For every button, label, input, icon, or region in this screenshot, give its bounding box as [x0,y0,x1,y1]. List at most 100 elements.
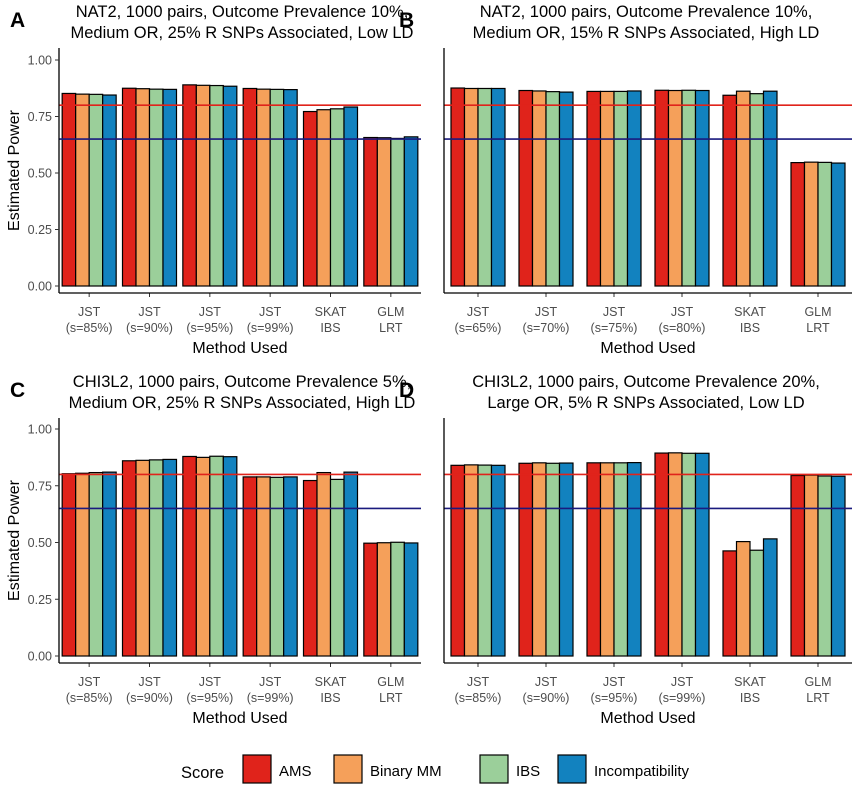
bar [316,471,332,657]
x-tick-label: (s=90%) [126,321,173,335]
bar [195,84,211,287]
bar [558,91,574,287]
bar [613,90,629,287]
y-tick-label: 0.25 [28,223,52,237]
bar [790,162,806,287]
bar [363,542,378,657]
x-tick-label: JST [671,305,694,319]
bar [403,542,419,657]
bar [135,88,151,287]
panel-title-line: Medium OR, 25% R SNPs Associated, Low LD [71,24,414,42]
bar [450,464,466,657]
panel-letter: D [399,379,414,402]
bar [830,475,846,657]
bar [376,542,392,657]
bar [283,89,298,287]
y-tick-label: 0.75 [28,110,52,124]
bar [654,452,670,657]
panel-title-line: CHI3L2, 1000 pairs, Outcome Prevalence 2… [472,373,820,391]
bar [830,162,846,287]
x-tick-label: LRT [806,691,830,705]
x-tick-label: LRT [379,691,403,705]
y-tick-label: 0.25 [28,593,52,607]
y-axis-label: Estimated Power [6,109,23,231]
bar [681,89,697,287]
x-tick-label: JST [535,305,558,319]
bar [162,88,178,287]
panel-a: A NAT2, 1000 pairs, Outcome Prevalence 10… [6,3,421,357]
x-tick-label: (s=85%) [66,691,113,705]
bar [269,88,285,287]
panel-title-line: Medium OR, 25% R SNPs Associated, High L… [69,394,416,412]
bar [803,161,819,287]
bar [694,452,710,657]
x-tick-label: GLM [804,305,831,319]
x-tick-label: JST [199,305,222,319]
bar [209,84,224,287]
bar [61,473,77,657]
y-tick-label: 0.75 [28,479,52,493]
bar [694,89,710,287]
bar [654,89,670,287]
bar [531,462,547,657]
x-tick-label: (s=65%) [455,321,502,335]
x-axis-label: Method Used [600,340,695,357]
bar [817,161,833,287]
bar [75,93,90,287]
bar [762,538,778,657]
bar [376,137,392,287]
bar [182,84,197,287]
panel-title-line: Medium OR, 15% R SNPs Associated, High L… [473,24,820,42]
x-tick-label: JST [138,675,161,689]
panel-letter: B [399,9,414,32]
bar [61,92,77,287]
bar [102,94,117,287]
bar [803,474,819,657]
bar [667,452,683,657]
x-tick-label: JST [467,675,490,689]
bar [626,462,642,657]
x-tick-label: JST [603,675,626,689]
legend-label: AMS [279,763,312,780]
x-tick-label: IBS [320,691,340,705]
x-axis-label: Method Used [192,710,287,727]
x-tick-label: (s=90%) [523,691,570,705]
x-tick-label: SKAT [734,675,766,689]
bar [316,109,332,287]
bar [490,87,506,287]
x-tick-label: JST [199,675,222,689]
bar [545,91,561,287]
legend-swatch [557,754,587,784]
legend-label: Incompatibility [594,763,690,780]
x-tick-label: JST [259,305,282,319]
bar [477,87,493,287]
bar [817,475,833,657]
bar [363,136,378,287]
bar [586,462,602,657]
bar [182,455,197,657]
legend-swatch [242,754,272,784]
panel-title-line: NAT2, 1000 pairs, Outcome Prevalence 10%… [76,3,409,21]
bar [586,90,602,287]
bar [269,476,285,657]
legend-title: Score [181,764,224,782]
bar [162,458,178,657]
bar [790,474,806,657]
x-tick-label: IBS [320,321,340,335]
x-tick-label: LRT [806,321,830,335]
bar [735,90,751,287]
bar [749,549,765,657]
bar [102,471,117,657]
x-tick-label: (s=80%) [659,321,706,335]
bar [222,456,238,657]
bar [256,476,271,657]
x-tick-label: SKAT [315,675,347,689]
legend-swatch [333,754,363,784]
x-tick-label: JST [671,675,694,689]
bar [242,87,258,287]
bar [403,136,419,287]
bar [531,90,547,287]
bar [477,464,493,657]
legend-label: Binary MM [370,763,442,780]
x-tick-label: (s=99%) [247,321,294,335]
